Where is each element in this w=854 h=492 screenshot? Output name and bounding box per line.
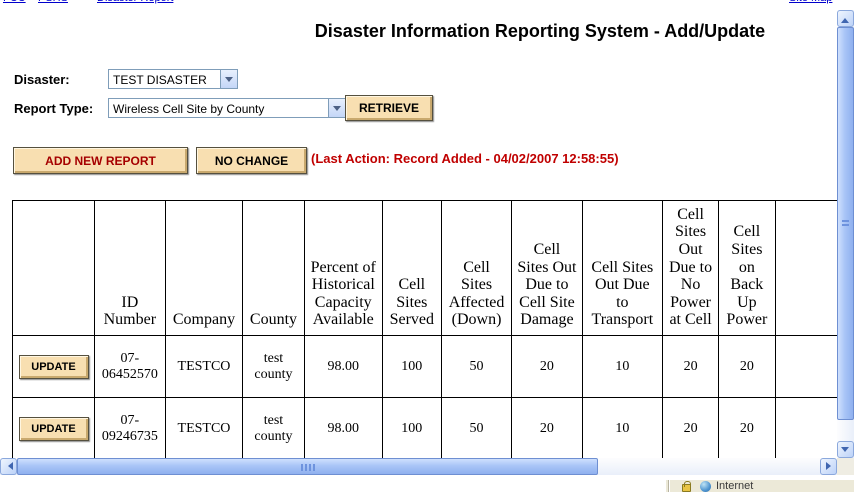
cell-county: test county bbox=[242, 335, 305, 398]
report-type-label: Report Type: bbox=[14, 101, 94, 116]
status-zone-label: Internet bbox=[716, 480, 754, 492]
table-row: UPDATE 07-06452570 TESTCO test county 98… bbox=[12, 335, 854, 398]
cell-company: TESTCO bbox=[164, 397, 244, 460]
cell-backup-power: 20 bbox=[718, 397, 776, 460]
cell-id-number: 07-06452570 bbox=[94, 335, 166, 398]
cell-out-transport: 10 bbox=[581, 335, 664, 398]
disaster-select-value: TEST DISASTER bbox=[113, 73, 207, 87]
nav-link-pshs[interactable]: PSHS bbox=[38, 0, 68, 4]
cell-backup-power: 20 bbox=[718, 335, 776, 398]
report-type-select-value: Wireless Cell Site by County bbox=[113, 102, 265, 116]
column-header-company: Company bbox=[164, 200, 244, 336]
add-new-report-button[interactable]: ADD NEW REPORT bbox=[13, 147, 188, 174]
cell-update: UPDATE bbox=[12, 335, 95, 398]
lock-icon bbox=[682, 481, 691, 492]
vertical-scrollbar-thumb[interactable] bbox=[837, 27, 854, 420]
scrollbar-corner bbox=[837, 458, 854, 475]
update-button[interactable]: UPDATE bbox=[18, 354, 89, 379]
retrieve-button[interactable]: RETRIEVE bbox=[345, 95, 433, 121]
cell-sites-affected: 50 bbox=[440, 397, 513, 460]
cell-sites-affected: 50 bbox=[440, 335, 513, 398]
cell-company: TESTCO bbox=[164, 335, 244, 398]
table-header-row: ID Number Company County Percent of Hist… bbox=[12, 200, 854, 336]
cell-update: UPDATE bbox=[12, 397, 95, 460]
nav-link-fcc[interactable]: FCC bbox=[3, 0, 26, 4]
horizontal-scrollbar-thumb[interactable] bbox=[17, 458, 598, 475]
chevron-down-icon[interactable] bbox=[328, 99, 345, 117]
column-header-out-site-damage: Cell Sites Out Due to Cell Site Damage bbox=[511, 200, 583, 336]
column-header-sites-served: Cell Sites Served bbox=[381, 200, 442, 336]
column-header-id-number: ID Number bbox=[94, 200, 166, 336]
scroll-up-arrow-icon[interactable] bbox=[837, 10, 854, 27]
column-header-sites-affected: Cell Sites Affected (Down) bbox=[440, 200, 513, 336]
chevron-down-icon[interactable] bbox=[220, 70, 237, 88]
cell-out-no-power: 20 bbox=[662, 397, 720, 460]
top-nav: FCC PSHS Disaster Report Site Map bbox=[0, 0, 840, 8]
column-header-out-transport: Cell Sites Out Due to Transport bbox=[581, 200, 664, 336]
cell-out-site-damage: 20 bbox=[511, 335, 583, 398]
no-change-button[interactable]: NO CHANGE bbox=[196, 147, 307, 174]
disaster-label: Disaster: bbox=[14, 72, 70, 87]
last-action-message: (Last Action: Record Added - 04/02/2007 … bbox=[311, 151, 619, 166]
globe-icon bbox=[700, 481, 711, 492]
report-table: ID Number Company County Percent of Hist… bbox=[12, 200, 854, 460]
report-type-select[interactable]: Wireless Cell Site by County bbox=[108, 98, 346, 118]
update-button[interactable]: UPDATE bbox=[18, 416, 89, 441]
scroll-down-arrow-icon[interactable] bbox=[837, 441, 854, 458]
nav-link-disaster-report[interactable]: Disaster Report bbox=[97, 0, 173, 4]
cell-out-no-power: 20 bbox=[662, 335, 720, 398]
nav-link-site-map[interactable]: Site Map bbox=[789, 0, 832, 4]
cell-sites-served: 100 bbox=[381, 335, 442, 398]
cell-out-transport: 10 bbox=[581, 397, 664, 460]
column-header-backup-power: Cell Sites on Back Up Power bbox=[718, 200, 776, 336]
cell-id-number: 07-09246735 bbox=[94, 397, 166, 460]
scroll-left-arrow-icon[interactable] bbox=[0, 458, 17, 475]
column-header-update bbox=[12, 200, 95, 336]
column-header-county: County bbox=[242, 200, 305, 336]
status-bar-separator bbox=[668, 480, 670, 492]
column-header-percent-capacity: Percent of Historical Capacity Available bbox=[303, 200, 383, 336]
column-header-out-no-power: Cell Sites Out Due to No Power at Cell bbox=[662, 200, 720, 336]
disaster-select[interactable]: TEST DISASTER bbox=[108, 69, 238, 89]
page-title: Disaster Information Reporting System - … bbox=[314, 21, 766, 41]
table-row: UPDATE 07-09246735 TESTCO test county 98… bbox=[12, 397, 854, 460]
cell-county: test county bbox=[242, 397, 305, 460]
cell-out-site-damage: 20 bbox=[511, 397, 583, 460]
cell-sites-served: 100 bbox=[381, 397, 442, 460]
status-bar-zone: Internet bbox=[666, 479, 854, 492]
cell-percent-capacity: 98.00 bbox=[303, 397, 383, 460]
cell-percent-capacity: 98.00 bbox=[303, 335, 383, 398]
scroll-right-arrow-icon[interactable] bbox=[820, 458, 837, 475]
